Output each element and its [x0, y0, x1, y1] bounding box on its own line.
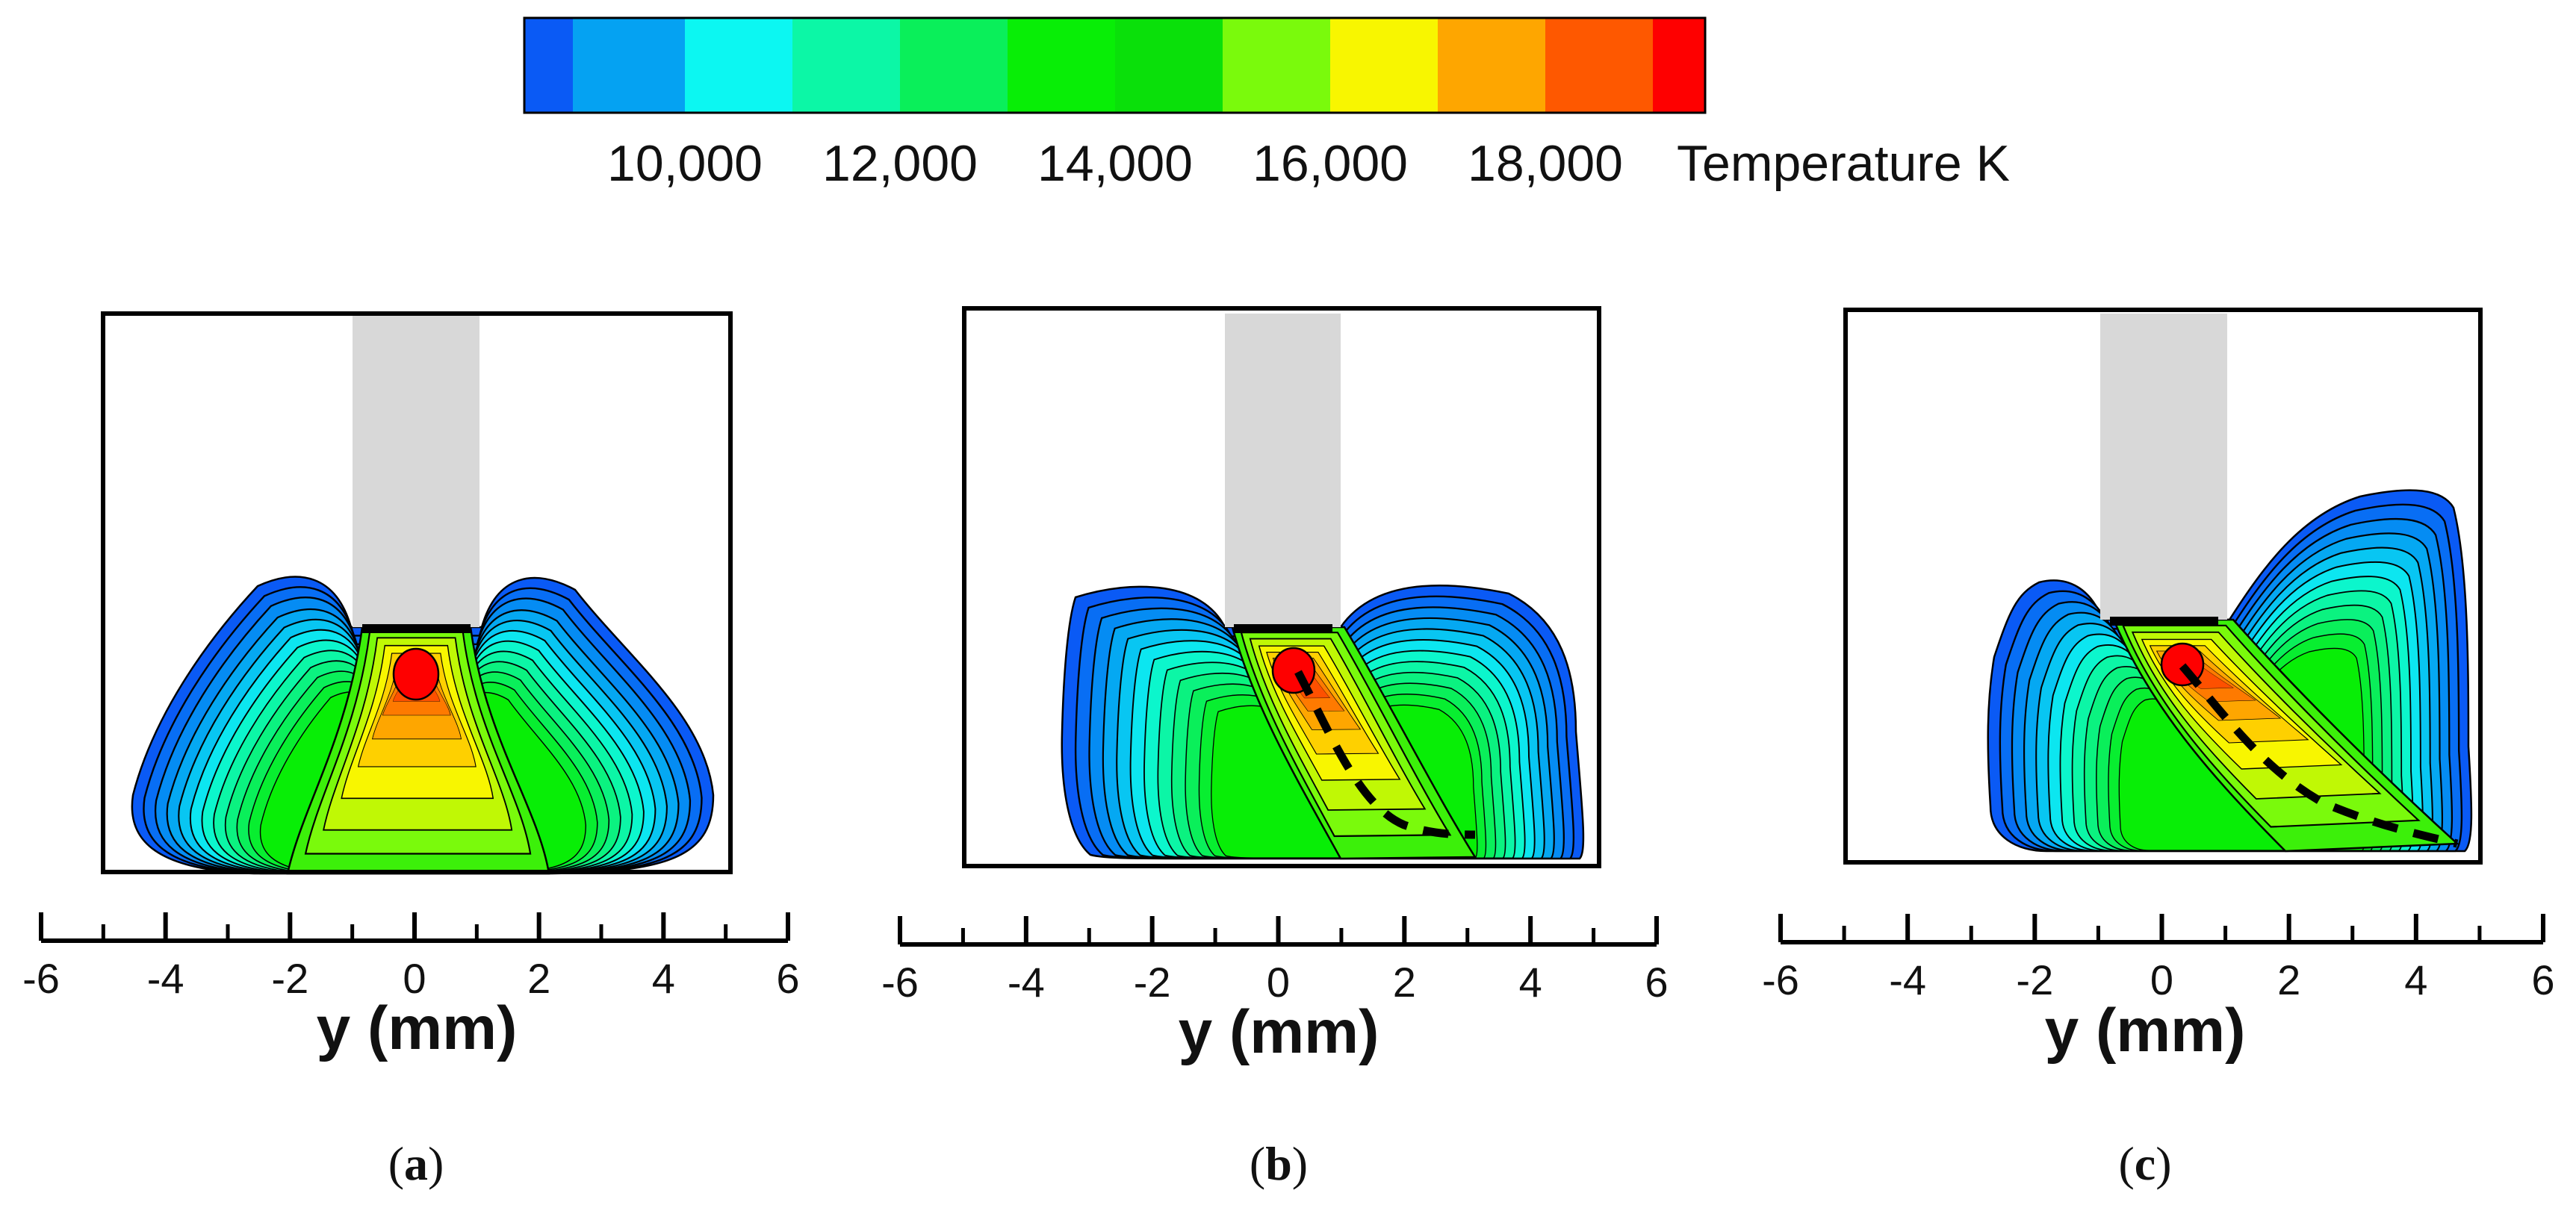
swatch-10: [1545, 18, 1653, 113]
temperature-plume-c: [1987, 489, 2473, 853]
axis-tick-label: 6: [2531, 956, 2554, 1003]
axis-tick-label: -2: [1134, 959, 1171, 1006]
frame-a: [101, 311, 733, 874]
swatch-6: [1115, 18, 1223, 113]
colorbar-label: Temperature K: [1677, 135, 2010, 192]
axis-tick-label: -4: [1008, 959, 1045, 1006]
axis-tick-label: 6: [1645, 959, 1668, 1006]
colorbar-border: [523, 16, 1707, 114]
axis-tick-label: 2: [2277, 956, 2300, 1003]
swatch-5: [1008, 18, 1115, 113]
axis-tick-label: -6: [22, 955, 60, 1002]
electrode-c: [2100, 314, 2227, 620]
panel-b: -6 -4 -2 0 2 4 6 y (mm) (b): [881, 306, 1669, 1190]
axis-tick-label: 0: [403, 955, 426, 1002]
swatch-11: [1653, 18, 1705, 113]
colorbar-tick-18000: 18,000: [1468, 135, 1623, 192]
caption-a: (a): [388, 1137, 444, 1190]
axis-tick-label: 2: [527, 955, 550, 1002]
axis-tick-label: 6: [776, 955, 799, 1002]
axis-tick-label: 2: [1393, 959, 1416, 1006]
colorbar: 10,000 12,000 14,000 16,000 18,000 Tempe…: [523, 16, 2010, 192]
axis-tick-label: 4: [2404, 956, 2427, 1003]
swatch-2: [685, 18, 792, 113]
caption-b: (b): [1250, 1137, 1308, 1190]
swatch-8: [1330, 18, 1438, 113]
panel-a: -6 -4 -2 0 2 4 6 y (mm) (a): [22, 311, 800, 1190]
temperature-plume-a: [131, 576, 715, 875]
electrode-b: [1225, 314, 1341, 627]
colorbar-tick-16000: 16,000: [1253, 135, 1408, 192]
colorbar-swatches: [524, 18, 1705, 113]
axis-tick-label: -6: [1762, 956, 1799, 1003]
swatch-1: [573, 18, 685, 113]
axis-tick-label: -6: [881, 959, 919, 1006]
arc-trajectory-b: [1294, 670, 1476, 839]
colorbar-tick-14000: 14,000: [1037, 135, 1193, 192]
axis-label-a: y (mm): [317, 994, 518, 1062]
axis-b: -6 -4 -2 0 2 4 6: [881, 916, 1669, 1006]
axis-tick-label: -4: [147, 955, 184, 1002]
colorbar-ticks: 10,000 12,000 14,000 16,000 18,000: [607, 135, 1623, 192]
panel-c: -6 -4 -2 0 2 4 6 y (mm) (c): [1762, 308, 2555, 1190]
frame-c: [1843, 308, 2483, 865]
electrode-a: [353, 315, 479, 627]
axis-a: -6 -4 -2 0 2 4 6: [22, 912, 800, 1002]
axis-tick-label: 0: [2150, 956, 2173, 1003]
electrode-tip-b: [1234, 624, 1332, 633]
electrode-tip-c: [2110, 617, 2218, 626]
swatch-3: [792, 18, 900, 113]
axis-label-c: y (mm): [2045, 997, 2246, 1065]
axis-tick-label: -2: [271, 955, 308, 1002]
axis-tick-label: -2: [2016, 956, 2053, 1003]
swatch-0: [524, 18, 573, 113]
frame-b: [962, 306, 1601, 868]
colorbar-tick-12000: 12,000: [822, 135, 978, 192]
axis-tick-label: -4: [1889, 956, 1926, 1003]
axis-tick-label: 4: [1519, 959, 1542, 1006]
axis-tick-label: 4: [652, 955, 675, 1002]
swatch-7: [1223, 18, 1330, 113]
caption-c: (c): [2118, 1137, 2171, 1190]
electrode-tip-a: [362, 624, 471, 633]
swatch-9: [1438, 18, 1545, 113]
axis-tick-label: 0: [1267, 959, 1290, 1006]
colorbar-tick-10000: 10,000: [607, 135, 763, 192]
axis-label-b: y (mm): [1179, 998, 1379, 1066]
arc-trajectory-c: [2179, 663, 2459, 848]
swatch-4: [900, 18, 1008, 113]
axis-c: -6 -4 -2 0 2 4 6: [1762, 914, 2555, 1003]
